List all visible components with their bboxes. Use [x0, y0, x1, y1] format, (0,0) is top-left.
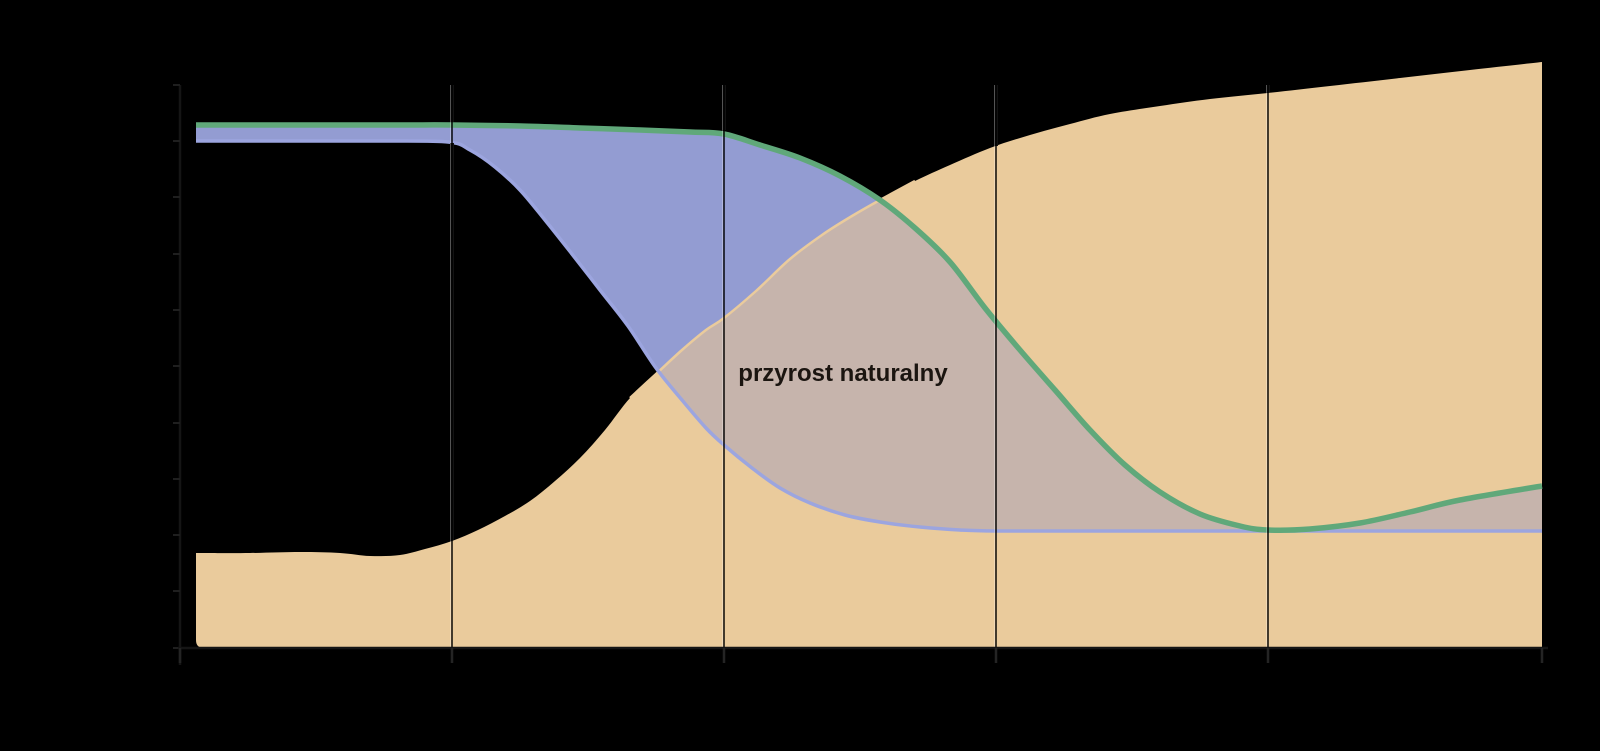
natural-increase-overlap-fill [196, 124, 1542, 532]
death-rate-curve [195, 139, 1542, 533]
birth-rate-curve [195, 122, 1543, 533]
population-edge-seam [629, 179, 916, 399]
natural-increase-label: przyrost naturalny [738, 360, 948, 387]
